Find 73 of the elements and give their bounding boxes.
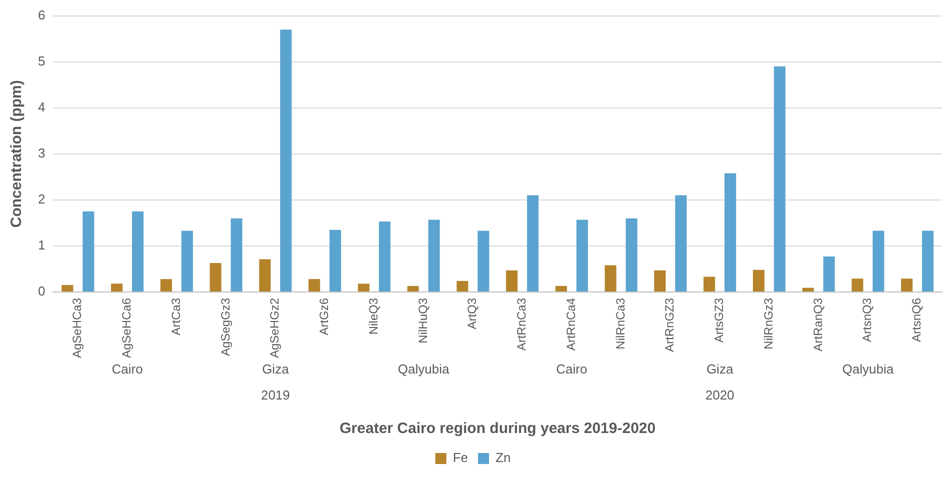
x-tick-label: AgSeHCa3 [70,298,84,358]
x-tick-label: AgSeHCa6 [120,298,134,358]
text: Giza [262,362,290,377]
bar [330,230,342,292]
x-tick-label: NileQ3 [366,298,380,335]
x-tick-label: ArtGz6 [317,298,332,336]
text: Qalyubia [842,362,894,377]
legend-label: Fe [452,450,468,466]
bar [852,278,864,292]
x-tick-label: ArtCa3 [168,298,183,336]
y-tick-label: 5 [38,53,46,68]
text: 2019 [260,388,290,403]
bar [576,220,588,292]
bar [160,279,172,292]
bar [802,288,814,292]
text: Cairo [556,362,588,377]
bar [626,218,638,292]
bar [724,173,736,292]
bar [132,211,144,292]
y-tick-label: 3 [38,145,46,160]
y-tick-label: 6 [38,7,46,22]
bar [230,218,242,292]
bar [82,211,94,292]
x-tick-label: AgSeHGz2 [268,298,282,358]
bar [922,230,934,292]
bar [555,286,567,292]
bar [456,280,468,292]
x-tick-label: ArtsnQ3 [860,298,874,342]
bar [872,230,884,292]
bar [181,230,193,292]
text: Cairo [112,362,143,377]
bar [774,66,786,292]
bar [478,230,490,292]
bar [62,285,74,292]
bar [358,284,370,292]
bar [752,270,764,292]
y-tick-label: 1 [38,238,46,253]
x-tick-label: ArtRnCa4 [564,298,578,351]
legend-label: Zn [496,450,511,466]
y-tick-label: 2 [38,191,46,206]
x-tick-label: AgSegGz3 [218,298,232,356]
bar [378,222,390,292]
bar [823,256,835,292]
x-tick-label: ArtRnCa3 [514,298,529,351]
bar [527,195,539,292]
x-tick-label: NilRnCa3 [613,298,628,350]
bar [654,270,666,292]
text: 2020 [705,388,734,403]
bar [259,259,271,292]
x-tick-label: ArtRnGZ3 [662,298,677,352]
bar [506,270,518,292]
x-tick-label: NilHuQ3 [416,298,430,344]
x-tick-label: NilRnGz3 [761,298,776,350]
bar [675,195,687,292]
x-axis-title: Greater Cairo region during years 2019-2020 [340,420,656,438]
bar [704,276,716,292]
bar [428,220,440,292]
bar [280,30,292,292]
bar [111,284,123,292]
bar [604,265,616,292]
x-tick-label: ArtsnQ6 [910,298,924,342]
y-axis-title: Concentration (ppm) [8,80,26,228]
x-tick-label: ArtsGZ3 [712,298,726,343]
bar [901,278,913,292]
x-tick-label: ArtRanQ3 [810,298,825,352]
bar [308,279,320,292]
x-tick-label: ArtQ3 [465,298,480,330]
text: Qalyubia [398,362,450,377]
text: Giza [706,362,734,377]
y-tick-label: 0 [38,284,46,299]
bar [210,262,222,292]
y-tick-label: 4 [38,99,46,114]
bar [407,286,419,292]
